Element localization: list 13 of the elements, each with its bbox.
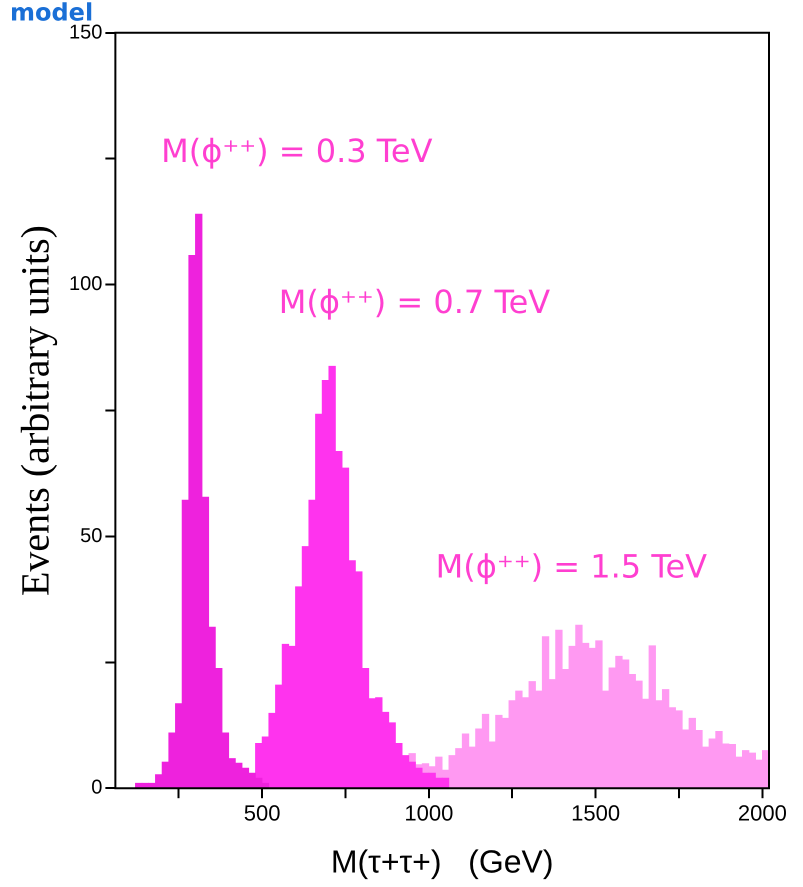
x-tick-label: 500 — [244, 800, 280, 826]
y-tick-label: 150 — [68, 21, 102, 44]
annotation: M(ϕ⁺⁺) = 0.7 TeV — [278, 283, 550, 322]
y-axis-title: Events (arbitrary units) — [12, 225, 58, 596]
x-tick-label: 1500 — [571, 800, 620, 826]
x-tick-label: 2000 — [738, 800, 787, 826]
x-tick-label: 1000 — [404, 800, 454, 826]
x-axis-title: M(τ+τ+) (GeV) — [330, 844, 554, 880]
y-tick-label: 100 — [68, 273, 102, 296]
annotation: M(ϕ⁺⁺) = 1.5 TeV — [436, 547, 708, 586]
y-tick-label: 0 — [91, 776, 102, 799]
y-tick-label: 50 — [80, 524, 102, 547]
annotation: M(ϕ⁺⁺) = 0.3 TeV — [161, 132, 433, 170]
